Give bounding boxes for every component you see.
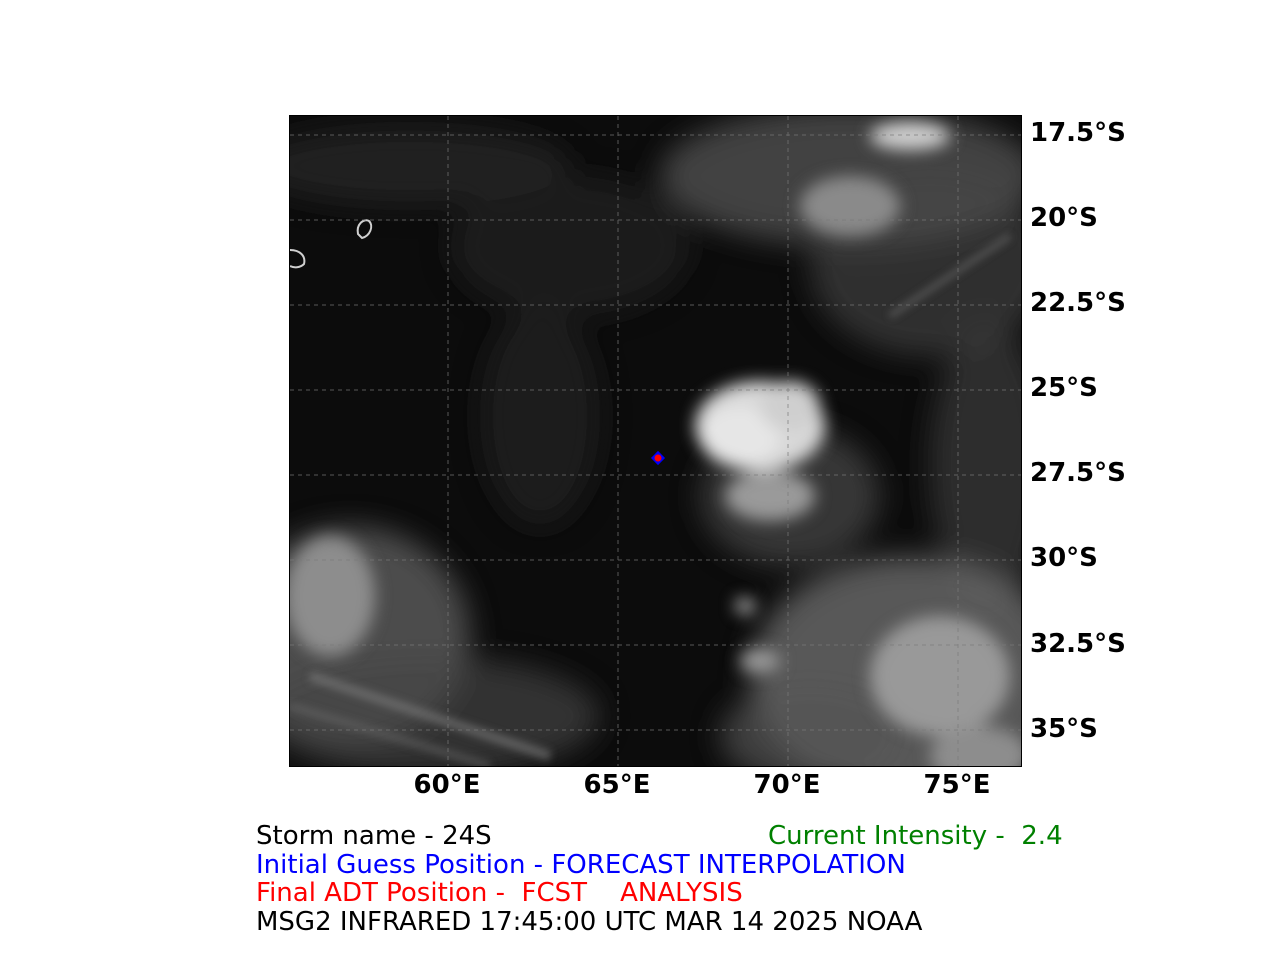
island-outline	[356, 219, 373, 240]
lat-label-35s: 35°S	[1030, 714, 1098, 744]
storm-name-text: Storm name - 24S	[256, 821, 492, 851]
lat-label-22.5s: 22.5°S	[1030, 288, 1126, 318]
lat-label-17.5s: 17.5°S	[1030, 118, 1126, 148]
lat-label-30s: 30°S	[1030, 543, 1098, 573]
current-intensity-text: Current Intensity - 2.4	[768, 821, 1063, 851]
lon-label-65e: 65°E	[583, 770, 651, 800]
satellite-info-text: MSG2 INFRARED 17:45:00 UTC MAR 14 2025 N…	[256, 907, 923, 937]
final-adt-position-text: Final ADT Position - FCST ANALYSIS	[256, 878, 743, 908]
lat-label-20s: 20°S	[1030, 203, 1098, 233]
satellite-map	[289, 115, 1022, 767]
bright-clouds	[290, 122, 1021, 766]
cloud-field	[290, 116, 1021, 766]
lat-label-27.5s: 27.5°S	[1030, 458, 1126, 488]
lon-label-75e: 75°E	[923, 770, 991, 800]
lon-label-70e: 70°E	[753, 770, 821, 800]
satellite-imagery	[290, 116, 1021, 766]
lat-label-25s: 25°S	[1030, 373, 1098, 403]
gridlines	[290, 116, 1021, 766]
lon-label-60e: 60°E	[413, 770, 481, 800]
initial-guess-position-text: Initial Guess Position - FORECAST INTERP…	[256, 850, 906, 880]
position-markers	[650, 450, 666, 466]
island-outline	[290, 249, 306, 269]
final-adt-marker	[654, 454, 662, 462]
lat-label-32.5s: 32.5°S	[1030, 629, 1126, 659]
